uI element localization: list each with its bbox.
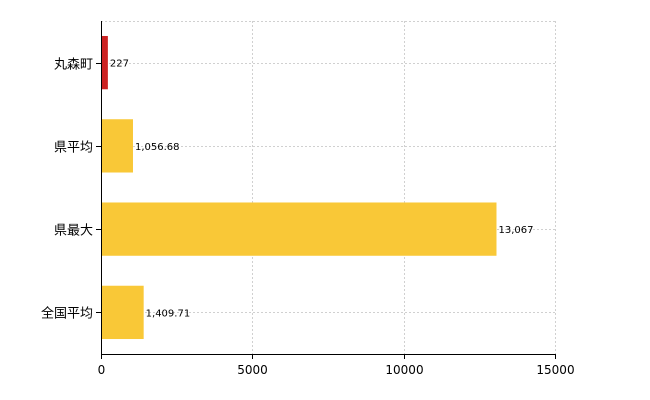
- grid-layer: [101, 21, 556, 354]
- bar: [101, 35, 108, 90]
- axis-layer: [96, 21, 556, 359]
- category-label: 丸森町: [54, 58, 93, 73]
- bars-layer: [101, 35, 497, 340]
- category-label: 県最大: [54, 224, 93, 239]
- category-label: 県平均: [54, 141, 93, 156]
- data-label: 13,067: [498, 225, 533, 236]
- x-tick-label: 0: [98, 363, 106, 377]
- bar: [101, 285, 144, 340]
- category-label: 全国平均: [41, 306, 93, 322]
- x-tick-label: 10000: [385, 363, 423, 377]
- data-label: 227: [110, 59, 129, 70]
- bar: [101, 202, 497, 256]
- data-label: 1,056.68: [135, 142, 180, 153]
- x-tick-label: 5000: [237, 363, 268, 377]
- data-label: 1,409.71: [146, 308, 191, 319]
- bar: [101, 119, 133, 173]
- x-tick-label: 15000: [536, 363, 574, 377]
